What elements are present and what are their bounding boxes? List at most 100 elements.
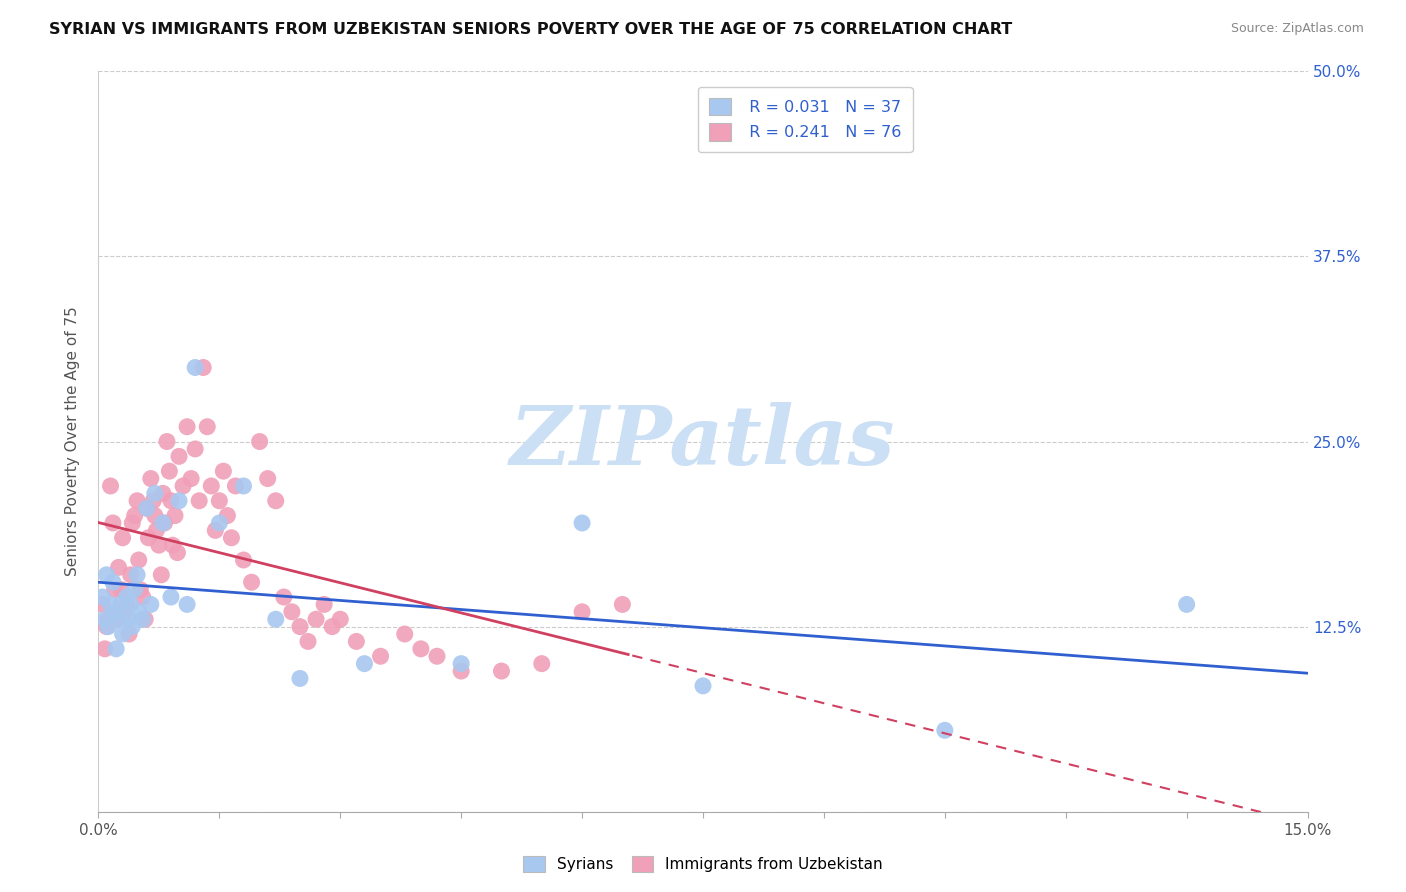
- Point: [264, 493, 287, 508]
- Point: [111, 627, 134, 641]
- Point: [195, 419, 218, 434]
- Point: [491, 664, 513, 678]
- Point: [217, 508, 239, 523]
- Point: [132, 612, 155, 626]
- Point: [409, 641, 432, 656]
- Point: [157, 464, 180, 478]
- Point: [94, 641, 117, 656]
- Point: [100, 598, 122, 612]
- Point: [101, 575, 124, 590]
- Point: [118, 612, 141, 626]
- Point: [111, 531, 134, 545]
- Point: [450, 664, 472, 678]
- Point: [127, 567, 149, 582]
- Point: [256, 472, 278, 486]
- Point: [163, 508, 186, 523]
- Point: [180, 472, 202, 486]
- Point: [124, 508, 146, 523]
- Point: [128, 605, 150, 619]
- Point: [249, 434, 271, 449]
- Point: [127, 493, 149, 508]
- Point: [264, 612, 287, 626]
- Point: [530, 657, 553, 671]
- Y-axis label: Seniors Poverty Over the Age of 75: Seniors Poverty Over the Age of 75: [65, 307, 80, 576]
- Point: [184, 442, 207, 456]
- Point: [115, 598, 138, 612]
- Point: [118, 627, 141, 641]
- Point: [152, 516, 174, 530]
- Point: [139, 472, 162, 486]
- Point: [156, 434, 179, 449]
- Point: [212, 464, 235, 478]
- Point: [103, 605, 125, 619]
- Point: [115, 590, 138, 604]
- Point: [97, 612, 120, 626]
- Point: [281, 605, 304, 619]
- Point: [107, 612, 129, 626]
- Point: [121, 516, 143, 530]
- Point: [96, 567, 118, 582]
- Point: [91, 590, 114, 604]
- Point: [101, 516, 124, 530]
- Point: [107, 560, 129, 574]
- Point: [344, 634, 367, 648]
- Point: [135, 501, 157, 516]
- Point: [200, 479, 222, 493]
- Point: [450, 657, 472, 671]
- Point: [110, 582, 132, 597]
- Point: [288, 619, 311, 633]
- Point: [188, 493, 211, 508]
- Point: [240, 575, 263, 590]
- Point: [571, 605, 593, 619]
- Point: [134, 612, 156, 626]
- Point: [129, 582, 152, 597]
- Point: [150, 567, 173, 582]
- Point: [172, 479, 194, 493]
- Point: [193, 360, 215, 375]
- Point: [305, 612, 328, 626]
- Point: [394, 627, 416, 641]
- Point: [176, 598, 198, 612]
- Point: [142, 493, 165, 508]
- Point: [120, 567, 142, 582]
- Point: [232, 553, 254, 567]
- Text: SYRIAN VS IMMIGRANTS FROM UZBEKISTAN SENIORS POVERTY OVER THE AGE OF 75 CORRELAT: SYRIAN VS IMMIGRANTS FROM UZBEKISTAN SEN…: [49, 22, 1012, 37]
- Text: Source: ZipAtlas.com: Source: ZipAtlas.com: [1230, 22, 1364, 36]
- Legend:   R = 0.031   N = 37,   R = 0.241   N = 76: R = 0.031 N = 37, R = 0.241 N = 76: [697, 87, 912, 152]
- Point: [128, 553, 150, 567]
- Point: [176, 419, 198, 434]
- Point: [426, 649, 449, 664]
- Point: [153, 516, 176, 530]
- Point: [162, 538, 184, 552]
- Point: [91, 598, 114, 612]
- Point: [370, 649, 392, 664]
- Point: [297, 634, 319, 648]
- Point: [143, 508, 166, 523]
- Legend: Syrians, Immigrants from Uzbekistan: Syrians, Immigrants from Uzbekistan: [516, 848, 890, 880]
- Point: [135, 501, 157, 516]
- Point: [208, 516, 231, 530]
- Point: [152, 486, 174, 500]
- Point: [167, 493, 190, 508]
- Text: ZIPatlas: ZIPatlas: [510, 401, 896, 482]
- Point: [121, 619, 143, 633]
- Point: [132, 590, 155, 604]
- Point: [139, 598, 162, 612]
- Point: [94, 612, 117, 626]
- Point: [232, 479, 254, 493]
- Point: [221, 531, 243, 545]
- Point: [138, 531, 160, 545]
- Point: [110, 598, 132, 612]
- Point: [184, 360, 207, 375]
- Point: [143, 486, 166, 500]
- Point: [692, 679, 714, 693]
- Point: [160, 493, 183, 508]
- Point: [329, 612, 352, 626]
- Point: [288, 672, 311, 686]
- Point: [166, 546, 188, 560]
- Point: [273, 590, 295, 604]
- Point: [100, 479, 122, 493]
- Point: [353, 657, 375, 671]
- Point: [612, 598, 634, 612]
- Point: [96, 619, 118, 633]
